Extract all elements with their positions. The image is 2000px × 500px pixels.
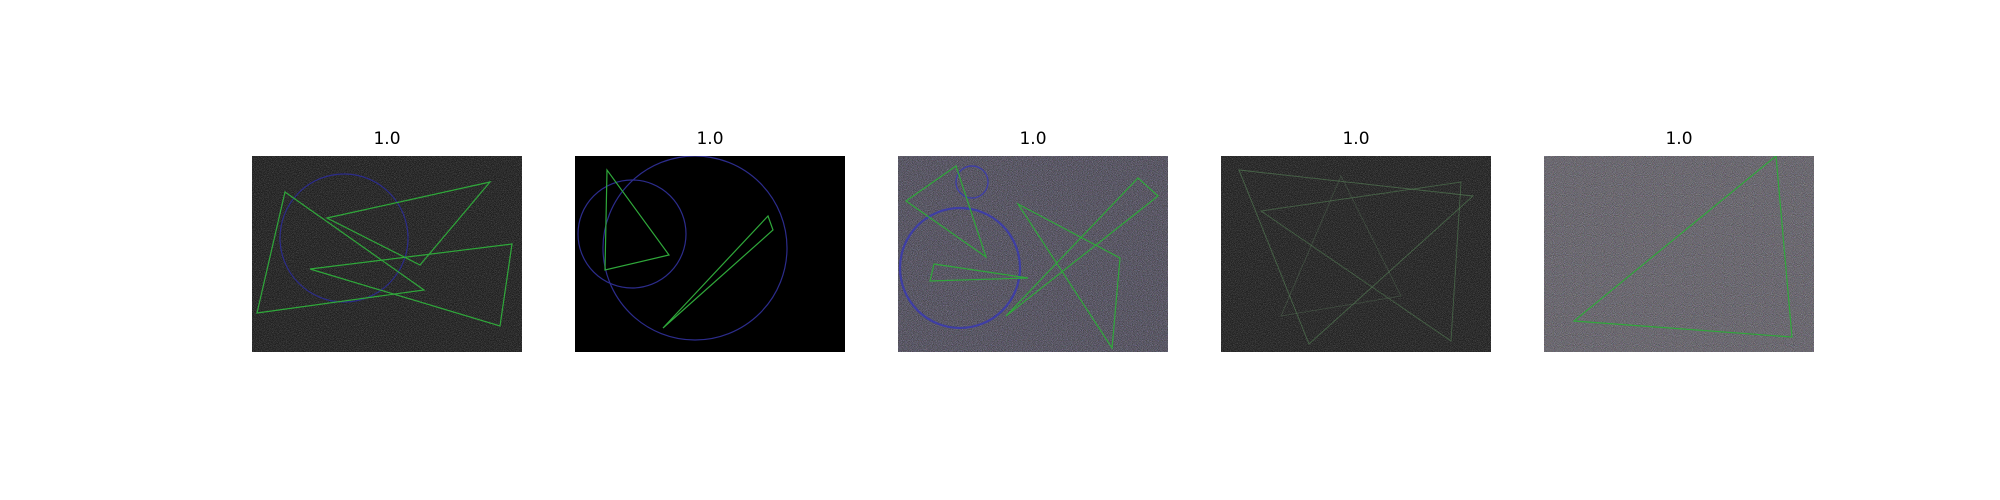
circle-shape [955,165,989,199]
noisy-shapes-image [575,156,845,352]
circle-shape [898,206,1022,330]
triangle-shape [662,214,774,329]
noisy-shapes-image [1544,156,1814,352]
triangle-shape [309,243,513,327]
image-background [575,156,845,352]
image-panel-3: 1.0 [898,125,1168,353]
triangle-shape [604,168,671,271]
noisy-shapes-image [898,156,1168,352]
image-panel-5: 1.0 [1544,125,1814,353]
triangle-shape [1280,175,1402,317]
circle-shape [602,156,788,341]
triangle-shape [1016,202,1121,350]
circle-shape [279,173,409,303]
panel-title: 1.0 [1019,129,1047,149]
triangle-shape [1005,177,1159,317]
triangle-shape [1259,181,1462,342]
image-noise [1544,156,1814,352]
triangle-shape [1238,169,1475,345]
image-noise [1221,156,1491,352]
triangle-shape [325,181,492,266]
image-panel-4: 1.0 [1221,125,1491,353]
triangle-shape [929,263,1029,282]
noisy-shapes-image [1221,156,1491,352]
circle-shape [577,179,687,289]
image-panel-2: 1.0 [575,125,845,353]
panel-title: 1.0 [696,129,724,149]
triangle-shape [256,190,426,314]
panel-title: 1.0 [1665,129,1693,149]
panel-title: 1.0 [373,129,401,149]
panel-title: 1.0 [1342,129,1370,149]
image-noise [252,156,522,352]
noisy-shapes-image [252,156,522,352]
triangle-shape [904,165,988,259]
triangle-shape [1572,156,1793,338]
image-noise [898,156,1168,352]
image-panel-1: 1.0 [252,125,522,353]
